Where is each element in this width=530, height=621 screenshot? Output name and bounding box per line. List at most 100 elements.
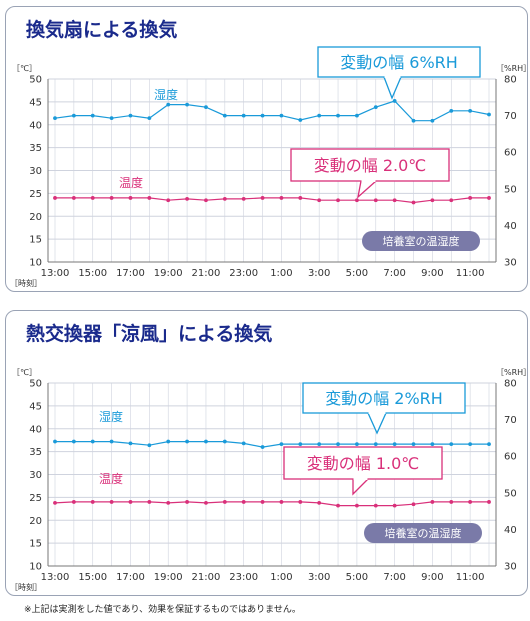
x-tick-label: 7:00: [383, 268, 405, 279]
humidity-point: [317, 113, 322, 118]
x-tick-label: 21:00: [192, 268, 221, 279]
x-tick-label: 17:00: [116, 572, 145, 583]
room-badge-label: 培養室の温湿度: [383, 234, 460, 248]
temperature-series: [53, 500, 491, 508]
humidity-point: [298, 442, 303, 447]
temperature-range-callout: 変動の幅 1.0℃: [283, 446, 443, 496]
temperature-point: [241, 196, 246, 201]
y-tick-label-left: 10: [29, 258, 42, 269]
x-tick-label: 3:00: [308, 268, 330, 279]
x-tick-label: 15:00: [78, 268, 107, 279]
humidity-point: [147, 116, 152, 121]
temperature-range-callout-box: [290, 148, 450, 182]
humidity-point: [260, 113, 265, 118]
humidity-point: [71, 439, 76, 444]
temperature-point: [279, 196, 284, 200]
x-axis-label: ［時刻］: [10, 278, 42, 288]
x-tick-label: 5:00: [346, 268, 368, 279]
temperature-point: [279, 500, 284, 504]
chart-title: 熱交換器「涼風」による換気: [26, 323, 273, 345]
y-tick-label-right: 60: [504, 452, 517, 463]
y-tick-label-left: 45: [29, 97, 42, 108]
humidity-point: [392, 442, 397, 447]
x-axis-label: ［時刻］: [10, 582, 42, 592]
x-tick-label: 21:00: [192, 572, 221, 583]
humidity-point: [109, 116, 114, 121]
y-tick-label-left: 35: [29, 143, 42, 154]
temperature-point: [336, 503, 340, 508]
humidity-point: [71, 113, 76, 118]
temperature-range-callout-pointer: [352, 478, 369, 496]
x-tick-label: 19:00: [154, 268, 183, 279]
temperature-point: [487, 196, 491, 200]
humidity-series-label: 湿度: [99, 409, 123, 424]
x-tick-label: 15:00: [78, 572, 107, 583]
humidity-point: [298, 118, 303, 122]
temperature-point: [298, 196, 303, 200]
humidity-point: [487, 112, 491, 117]
temperature-point: [298, 500, 303, 504]
humidity-point: [336, 113, 340, 118]
line-chart: 10 15 20 25 30 35 40 45 50 30 40 50 60 70 80 ［℃］ ［%RH］ ［時…: [10, 46, 527, 288]
temperature-point: [166, 500, 171, 505]
temperature-point: [468, 500, 473, 504]
humidity-point: [204, 105, 208, 110]
y-tick-label-left: 15: [29, 235, 42, 246]
y-tick-label-right: 70: [504, 111, 517, 122]
humidity-range-callout-text: 変動の幅 2%RH: [325, 389, 443, 408]
temperature-point: [373, 503, 378, 508]
humidity-point: [90, 113, 95, 118]
temperature-point: [128, 196, 133, 200]
humidity-point: [430, 118, 435, 123]
humidity-series: [53, 439, 491, 449]
y-tick-label-left: 10: [29, 562, 42, 573]
x-tick-label: 23:00: [229, 268, 258, 279]
humidity-range-callout-pointer: [367, 412, 387, 435]
temperature-point: [166, 198, 171, 203]
humidity-point: [355, 113, 359, 118]
y-tick-label-left: 40: [29, 424, 42, 435]
temperature-point: [430, 500, 435, 504]
humidity-point: [430, 442, 435, 447]
humidity-range-callout: 変動の幅 6%RH: [317, 46, 481, 100]
footnote: ※上記は実測をした値であり、効果を保証するものではありません。: [24, 605, 301, 615]
temperature-point: [109, 196, 114, 200]
humidity-point: [279, 442, 284, 447]
y-tick-label-right: 30: [504, 562, 517, 573]
humidity-point: [90, 439, 95, 444]
x-tick-label: 3:00: [308, 572, 330, 583]
temperature-line: [55, 197, 489, 204]
chart-panel-exhaust-fan: 換気扇による換気 10 15 20 25 30 35 40 45 50 30 40 50 60 70 80 ［…: [5, 6, 528, 292]
temperature-point: [147, 500, 152, 504]
temperature-point: [71, 500, 76, 504]
y-tick-label-left: 25: [29, 493, 42, 504]
y-tick-label-right: 30: [504, 258, 517, 269]
humidity-point: [185, 102, 189, 107]
humidity-range-callout: 変動の幅 2%RH: [302, 382, 466, 435]
humidity-point: [241, 441, 246, 446]
humidity-range-callout-box: [317, 46, 481, 78]
temperature-range-callout-pointer: [357, 180, 377, 199]
humidity-point: [373, 442, 378, 447]
x-tick-label: 9:00: [421, 572, 443, 583]
temperature-point: [260, 196, 265, 200]
temperature-point: [411, 200, 416, 205]
humidity-range-callout-box: [302, 382, 466, 414]
humidity-point: [468, 442, 473, 447]
humidity-point: [411, 442, 416, 447]
temperature-point: [204, 500, 208, 505]
temperature-range-callout-text: 変動の幅 2.0℃: [314, 156, 427, 175]
humidity-point: [336, 442, 340, 447]
y-tick-label-right: 60: [504, 148, 517, 159]
x-tick-label: 5:00: [346, 572, 368, 583]
humidity-point: [260, 445, 265, 449]
x-tick-label: 11:00: [456, 572, 485, 583]
temperature-point: [185, 196, 189, 201]
temperature-series: [53, 196, 491, 205]
y-tick-label-left: 50: [29, 379, 42, 390]
humidity-point: [147, 443, 152, 448]
y-tick-label-left: 40: [29, 120, 42, 131]
temperature-point: [260, 500, 265, 504]
temperature-point: [317, 198, 322, 203]
gridlines: [48, 78, 496, 263]
